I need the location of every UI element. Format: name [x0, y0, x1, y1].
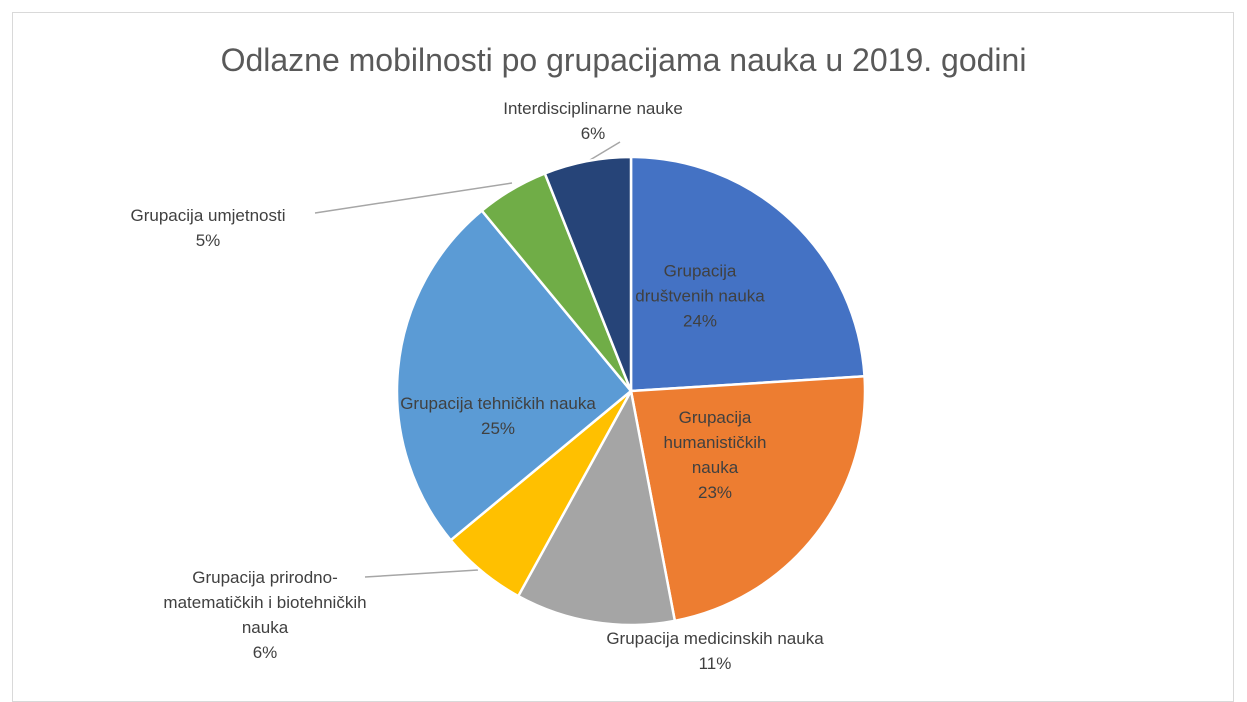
value-label: 5%	[195, 231, 221, 250]
value-label: 24%	[682, 311, 718, 331]
value-label: 11%	[698, 654, 732, 673]
value-label: 6%	[580, 124, 606, 143]
leader-line	[589, 141, 621, 161]
category-label: Grupacija tehničkih nauka	[400, 394, 596, 413]
pie-slice	[516, 387, 677, 627]
value-label: 23%	[697, 483, 733, 502]
value-label: 25%	[480, 419, 516, 438]
leader-line	[314, 182, 513, 214]
category-label: Grupacija medicinskih nauka	[606, 629, 824, 648]
pie-slice	[543, 155, 633, 392]
data-label: Grupacija medicinskih nauka 11%	[555, 626, 875, 676]
data-label: Grupacija prirodno-matematičkih i bioteh…	[160, 565, 370, 665]
category-label: Grupacija društvenih nauka	[635, 261, 765, 306]
pie-slice	[395, 208, 633, 542]
category-label: Grupacija prirodno-matematičkih i bioteh…	[163, 568, 367, 637]
category-label: Grupacija humanističkih nauka	[663, 408, 767, 477]
pie-slice	[629, 374, 867, 623]
data-label: Grupacija društvenih nauka 24%	[625, 259, 775, 334]
value-label: 6%	[252, 643, 278, 662]
data-label: Interdisciplinarne nauke 6%	[443, 96, 743, 146]
data-label: Grupacija tehničkih nauka 25%	[398, 391, 598, 441]
leader-line	[364, 569, 479, 578]
data-label: Grupacija humanističkih nauka 23%	[660, 405, 770, 505]
data-label: Grupacija umjetnosti 5%	[88, 203, 328, 253]
category-label: Grupacija umjetnosti	[130, 206, 286, 225]
chart-title: Odlazne mobilnosti po grupacijama nauka …	[220, 42, 1027, 78]
pie-slice	[629, 155, 866, 393]
category-label: Interdisciplinarne nauke	[503, 99, 683, 118]
